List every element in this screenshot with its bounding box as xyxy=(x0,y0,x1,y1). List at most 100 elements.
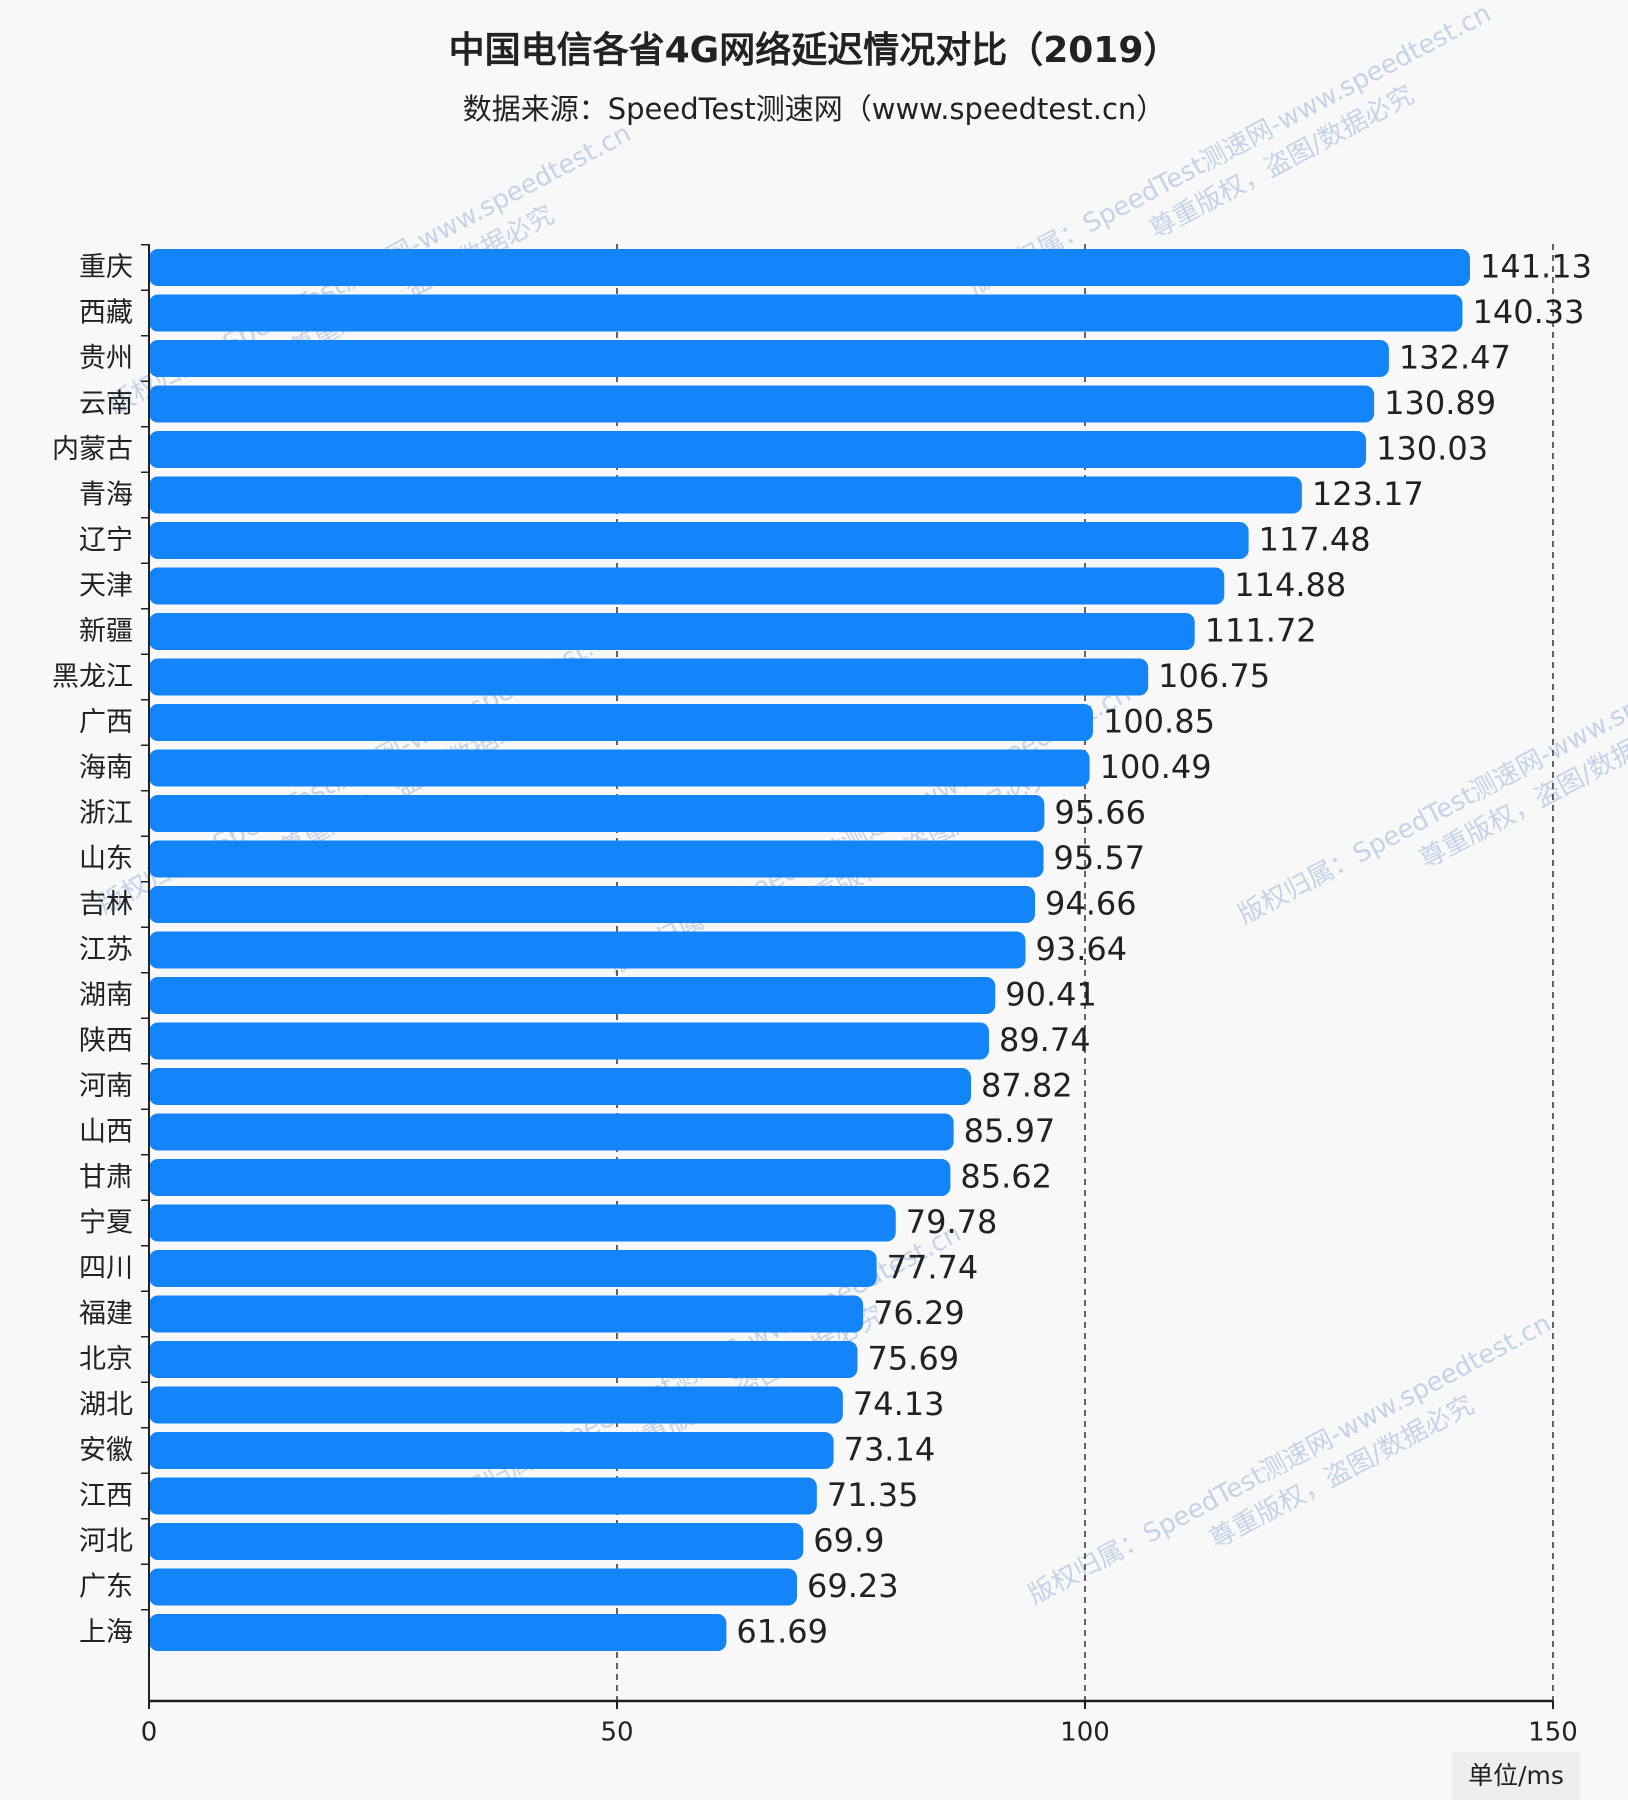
y-tick-label: 四川 xyxy=(79,1253,133,1284)
value-label: 73.14 xyxy=(844,1431,936,1469)
value-label: 141.13 xyxy=(1480,248,1592,286)
value-label: 94.66 xyxy=(1045,885,1137,923)
value-label: 74.13 xyxy=(853,1385,945,1423)
y-tick-label: 黑龙江 xyxy=(52,662,133,693)
bar xyxy=(149,1159,951,1196)
chart-subtitle: 数据来源：SpeedTest测速网（www.speedtest.cn） xyxy=(463,92,1166,126)
bar xyxy=(149,249,1470,286)
y-tick-label: 广东 xyxy=(79,1572,133,1603)
y-tick-label: 陕西 xyxy=(79,1026,133,1057)
x-tick-label: 150 xyxy=(1528,1718,1578,1748)
bar xyxy=(149,385,1375,423)
value-label: 93.64 xyxy=(1035,930,1127,968)
value-label: 87.82 xyxy=(981,1067,1073,1105)
y-tick-label: 山东 xyxy=(79,844,133,875)
value-label: 95.66 xyxy=(1054,794,1146,832)
value-label: 100.49 xyxy=(1100,748,1212,786)
bar xyxy=(149,1386,843,1424)
value-label: 95.57 xyxy=(1054,839,1146,877)
value-label: 130.03 xyxy=(1376,430,1488,468)
value-label: 90.41 xyxy=(1005,976,1097,1014)
bar xyxy=(149,340,1389,377)
bar xyxy=(149,522,1249,559)
y-tick-label: 河北 xyxy=(79,1526,133,1557)
bar xyxy=(149,476,1302,514)
bar xyxy=(149,886,1036,923)
value-label: 85.62 xyxy=(960,1158,1052,1196)
value-label: 106.75 xyxy=(1158,657,1270,695)
bar xyxy=(149,1022,989,1060)
y-tick-label: 广西 xyxy=(79,707,133,738)
value-label: 89.74 xyxy=(999,1021,1091,1059)
unit-box xyxy=(1452,1752,1580,1800)
y-tick-label: 湖北 xyxy=(79,1390,133,1421)
y-tick-label: 河南 xyxy=(79,1071,133,1102)
y-tick-label: 福建 xyxy=(79,1299,133,1330)
value-label: 61.69 xyxy=(736,1613,828,1651)
y-tick-label: 海南 xyxy=(79,753,133,784)
value-label: 69.23 xyxy=(807,1567,899,1605)
bar xyxy=(149,1477,817,1515)
bar xyxy=(149,795,1045,832)
y-tick-label: 内蒙古 xyxy=(52,434,133,465)
value-label: 71.35 xyxy=(827,1476,919,1514)
bar xyxy=(149,1068,971,1105)
value-label: 69.9 xyxy=(813,1522,884,1560)
bar xyxy=(149,1523,804,1560)
value-label: 100.85 xyxy=(1103,703,1215,741)
unit-label: 单位/ms xyxy=(1468,1761,1564,1790)
bar xyxy=(149,840,1044,878)
value-label: 85.97 xyxy=(964,1112,1056,1150)
y-tick-label: 江苏 xyxy=(79,935,133,966)
x-tick-label: 0 xyxy=(141,1718,158,1748)
value-label: 111.72 xyxy=(1205,612,1317,650)
bar xyxy=(149,1250,877,1287)
bar xyxy=(149,704,1093,741)
bar xyxy=(149,931,1026,969)
bar xyxy=(149,1614,727,1651)
y-tick-label: 天津 xyxy=(79,571,133,602)
y-tick-label: 吉林 xyxy=(79,889,133,920)
y-tick-label: 山西 xyxy=(79,1117,133,1148)
y-tick-label: 北京 xyxy=(79,1344,133,1375)
value-label: 77.74 xyxy=(887,1249,979,1287)
bar xyxy=(149,1568,797,1606)
y-tick-label: 浙江 xyxy=(79,798,133,829)
bar xyxy=(149,977,996,1014)
y-tick-label: 西藏 xyxy=(79,298,133,329)
value-label: 130.89 xyxy=(1384,384,1496,422)
value-label: 132.47 xyxy=(1399,339,1511,377)
value-label: 75.69 xyxy=(867,1340,959,1378)
bar xyxy=(149,1432,834,1469)
y-tick-label: 甘肃 xyxy=(79,1162,133,1193)
bar xyxy=(149,431,1367,468)
bar xyxy=(149,294,1463,332)
y-tick-label: 安徽 xyxy=(79,1435,133,1466)
bar xyxy=(149,658,1149,696)
bar xyxy=(149,613,1195,650)
value-label: 76.29 xyxy=(873,1294,965,1332)
bar xyxy=(149,1204,896,1242)
value-label: 117.48 xyxy=(1259,521,1371,559)
y-tick-label: 贵州 xyxy=(79,343,133,374)
y-tick-label: 云南 xyxy=(79,389,133,420)
y-tick-label: 湖南 xyxy=(79,980,133,1011)
value-label: 114.88 xyxy=(1234,566,1346,604)
bar xyxy=(149,1341,858,1378)
y-tick-label: 青海 xyxy=(79,480,133,511)
y-tick-label: 宁夏 xyxy=(79,1208,133,1239)
bar xyxy=(149,749,1090,787)
bar xyxy=(149,1113,954,1151)
y-tick-label: 江西 xyxy=(79,1481,133,1512)
y-tick-label: 辽宁 xyxy=(79,525,133,556)
y-tick-label: 新疆 xyxy=(79,616,133,647)
bar xyxy=(149,1295,864,1333)
value-label: 140.33 xyxy=(1472,293,1584,331)
bar xyxy=(149,567,1225,605)
y-tick-label: 重庆 xyxy=(79,252,133,283)
value-label: 123.17 xyxy=(1312,475,1424,513)
value-label: 79.78 xyxy=(906,1203,998,1241)
chart-title: 中国电信各省4G网络延迟情况对比（2019） xyxy=(449,29,1180,71)
x-tick-label: 50 xyxy=(600,1718,633,1748)
